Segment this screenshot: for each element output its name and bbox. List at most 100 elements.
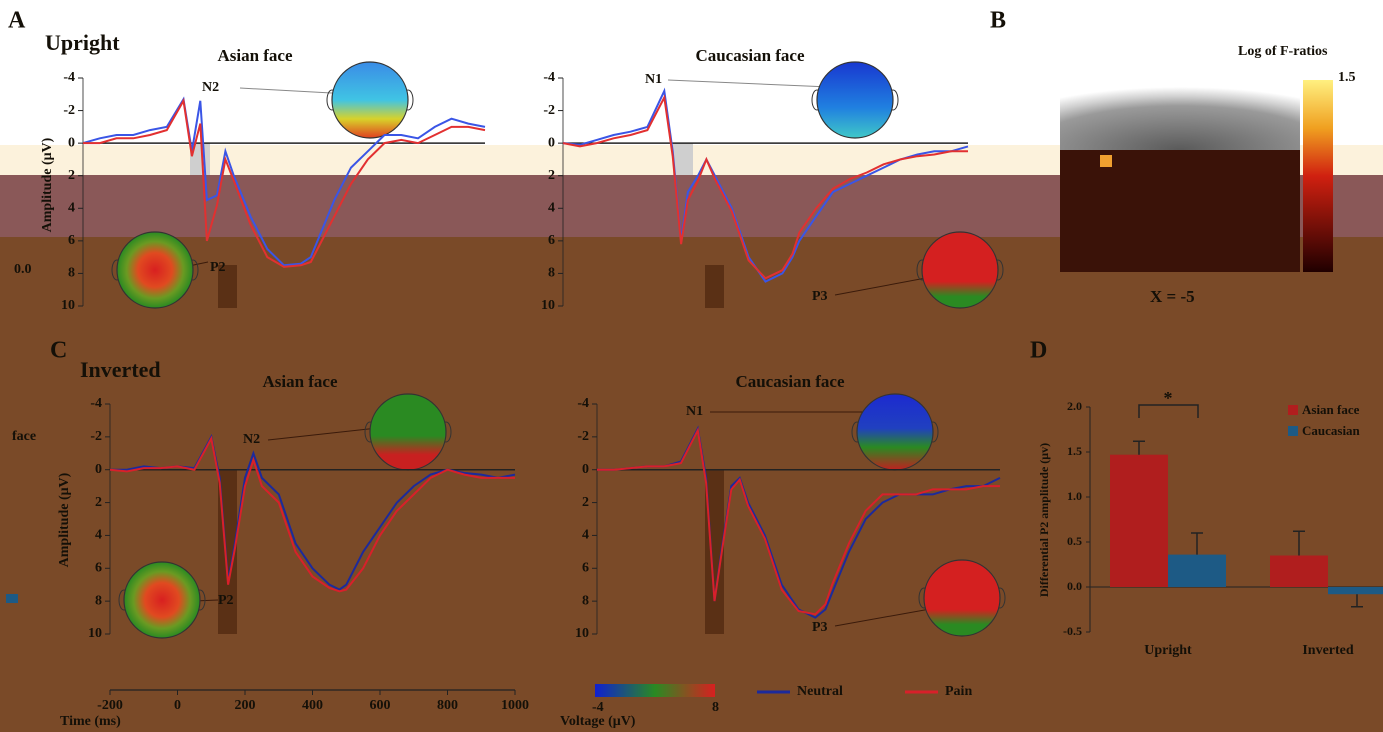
colorbar <box>1303 80 1333 272</box>
error-bar <box>1191 532 1203 555</box>
topomap <box>116 231 194 309</box>
legend-swatch <box>1288 405 1298 415</box>
window <box>218 265 237 308</box>
component-label: N1 <box>645 72 662 87</box>
y-tick-label: 0 <box>68 135 75 150</box>
colorbar-tick: 8 <box>712 700 719 715</box>
waveform <box>562 94 968 280</box>
y-tick-label: -2 <box>63 103 75 118</box>
component-label: P2 <box>218 593 234 608</box>
y-tick-label: -4 <box>577 396 589 411</box>
bar <box>1270 555 1328 587</box>
waveform <box>562 87 969 283</box>
y-tick-label: 2 <box>95 495 102 510</box>
y-tick-label: 1.0 <box>1067 489 1082 503</box>
y-tick-label: 4 <box>68 201 75 216</box>
topomap <box>856 393 934 471</box>
component-label: N1 <box>686 404 703 419</box>
y-tick-label: 0.0 <box>1067 579 1082 593</box>
fragment: face <box>12 429 36 444</box>
y-tick-label: 6 <box>95 561 102 576</box>
x-tick-label: -200 <box>97 698 123 713</box>
component-label: P3 <box>812 620 828 635</box>
x-tick-label: 600 <box>370 698 391 713</box>
chart-title: Asian face <box>217 46 293 65</box>
chart-title: Caucasian face <box>735 372 845 391</box>
legend-label: Pain <box>945 684 972 699</box>
significance-bracket <box>1138 404 1199 418</box>
window <box>705 265 724 308</box>
legend-swatch <box>1288 426 1298 436</box>
bar <box>1328 587 1383 595</box>
y-tick-label: 2 <box>68 168 75 183</box>
brain-image <box>1060 80 1300 150</box>
y-tick-label: 2 <box>548 168 555 183</box>
y-tick-label: 8 <box>548 266 555 281</box>
voltage-colorbar <box>595 684 715 697</box>
slice-label: X = -5 <box>1150 287 1195 306</box>
y-tick-label: -0.5 <box>1063 624 1082 638</box>
error-bar <box>1351 594 1363 608</box>
component-label: P3 <box>812 289 828 304</box>
y-tick-label: -4 <box>90 396 102 411</box>
y-tick-label: 4 <box>95 528 102 543</box>
y-axis-label: Amplitude (μV) <box>40 137 55 232</box>
waveform <box>109 435 515 593</box>
y-tick-label: 10 <box>575 626 589 641</box>
component-label: N2 <box>243 432 260 447</box>
error-bar <box>1133 440 1145 455</box>
x-tick-label: 800 <box>437 698 458 713</box>
y-tick-label: 0 <box>548 135 555 150</box>
activation <box>1100 155 1112 167</box>
panel-label: A <box>8 8 26 34</box>
component-label: N2 <box>202 80 219 95</box>
y-tick-label: -4 <box>63 70 75 85</box>
significance-label: * <box>1164 388 1173 408</box>
x-tick-label: Upright <box>1144 643 1192 658</box>
y-tick-label: 2 <box>582 495 589 510</box>
waveform <box>597 427 1000 616</box>
waveform <box>110 434 516 591</box>
component-label: P2 <box>210 260 226 275</box>
topomap <box>123 561 201 639</box>
x-tick-label: 1000 <box>501 698 529 713</box>
waveform <box>597 425 1001 619</box>
x-tick-label: 400 <box>302 698 323 713</box>
fragment-mark <box>6 594 18 603</box>
chart-title: Asian face <box>262 372 338 391</box>
row-label: Inverted <box>80 357 161 382</box>
bar <box>1110 454 1168 587</box>
y-axis-label: Amplitude (μV) <box>57 472 72 567</box>
y-tick-label: -2 <box>90 429 102 444</box>
legend-label: Neutral <box>797 684 843 699</box>
topomap <box>816 61 894 139</box>
y-tick-label: 10 <box>88 626 102 641</box>
row-label: Upright <box>45 30 120 55</box>
x-axis-label: Time (ms) <box>60 714 121 729</box>
y-tick-label: 6 <box>582 561 589 576</box>
topomap <box>331 61 409 139</box>
colorbar-label: Log of F-ratios <box>1238 44 1328 59</box>
panel-label: D <box>1030 338 1047 364</box>
topomap <box>369 393 447 471</box>
y-tick-label: 0.5 <box>1067 534 1082 548</box>
x-tick-label: 200 <box>235 698 256 713</box>
chart-title: Caucasian face <box>695 46 805 65</box>
colorbar-max: 1.5 <box>1338 70 1356 85</box>
y-tick-label: 8 <box>68 266 75 281</box>
brain-image <box>1060 150 1300 272</box>
y-tick-label: 6 <box>68 233 75 248</box>
y-tick-label: 4 <box>548 201 555 216</box>
bar <box>1168 554 1226 587</box>
waveform <box>82 96 486 267</box>
y-tick-label: 0 <box>95 462 102 477</box>
y-tick-label: 6 <box>548 233 555 248</box>
x-tick-label: Inverted <box>1302 643 1354 658</box>
topomap <box>923 559 1001 637</box>
y-tick-label: 8 <box>95 593 102 608</box>
panel-label: B <box>990 8 1006 34</box>
y-tick-label: 10 <box>61 298 75 313</box>
legend-label: Asian face <box>1302 402 1360 417</box>
y-axis-label: Differential P2 amplitude (μv) <box>1037 443 1051 597</box>
